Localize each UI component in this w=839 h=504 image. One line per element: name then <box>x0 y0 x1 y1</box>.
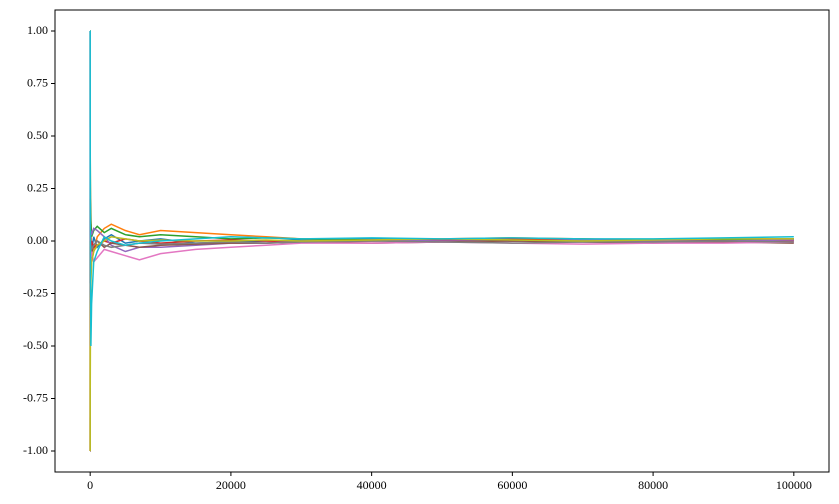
series-line <box>89 177 794 452</box>
x-tick-label: 60000 <box>497 478 527 492</box>
x-tick-label: 100000 <box>776 478 812 492</box>
y-tick-label: -0.75 <box>23 390 48 404</box>
series-line <box>89 240 794 452</box>
x-tick-label: 40000 <box>357 478 387 492</box>
series-line <box>89 30 794 242</box>
x-tick-label: 0 <box>87 478 93 492</box>
y-tick-label: 0.75 <box>27 75 48 89</box>
y-tick-label: 0.00 <box>27 233 48 247</box>
y-tick-label: -0.50 <box>23 338 48 352</box>
y-tick-label: -1.00 <box>23 443 48 457</box>
y-tick-label: 1.00 <box>27 23 48 37</box>
y-tick-label: -0.25 <box>23 285 48 299</box>
series-line <box>89 30 794 347</box>
series-line <box>89 239 794 452</box>
series-line <box>89 236 794 452</box>
series-line <box>89 30 794 264</box>
y-tick-label: 0.25 <box>27 180 48 194</box>
series-line <box>89 30 794 284</box>
y-tick-label: 0.50 <box>27 128 48 142</box>
x-tick-label: 20000 <box>216 478 246 492</box>
x-tick-label: 80000 <box>638 478 668 492</box>
